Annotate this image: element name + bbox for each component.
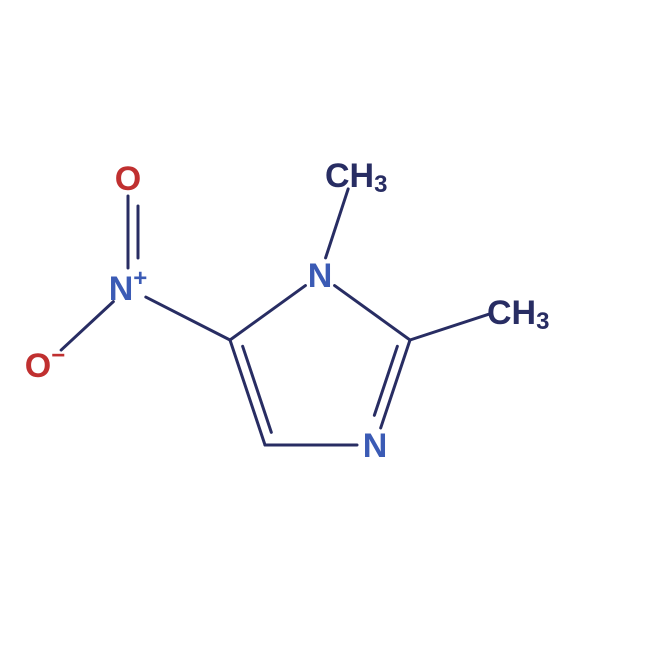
atom-label-O_double: O — [115, 160, 141, 198]
svg-text:O: O — [115, 160, 141, 198]
atom-label-N1: N — [308, 257, 333, 295]
atom-label-N3: N — [363, 427, 388, 465]
chemical-structure-diagram: NNCH3CH3N+OO− — [0, 0, 650, 650]
svg-text:N: N — [308, 257, 333, 295]
svg-text:N: N — [363, 427, 388, 465]
